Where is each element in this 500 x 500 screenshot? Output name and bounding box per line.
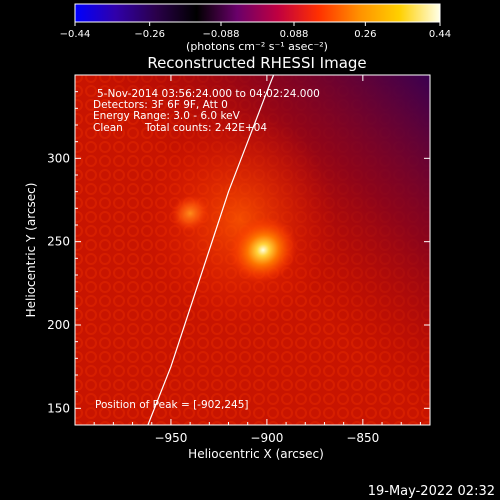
colorbar-ticks: −0.44 −0.26 −0.088 0.088 0.26 0.44 [60,22,451,40]
y-tick-label: 150 [47,401,70,415]
annotation-total-counts: Total counts: 2.42E+04 [144,122,267,134]
y-axis-label: Heliocentric Y (arcsec) [24,183,38,318]
colorbar-tick-label: 0.26 [354,29,376,40]
annotation-method: Clean [93,122,123,134]
colorbar-units: (photons cm⁻² s⁻¹ asec⁻²) [186,40,328,53]
annotation-energy: Energy Range: 3.0 - 6.0 keV [93,110,241,122]
colorbar-gradient [74,3,441,23]
colorbar: −0.44 −0.26 −0.088 0.088 0.26 0.44 (photons c… [60,3,451,53]
colorbar-tick-label: −0.26 [134,29,165,40]
source-main [228,216,298,284]
colorbar-tick-label: 0.44 [429,29,451,40]
y-tick-label: 200 [47,318,70,332]
x-axis-ticks: −950 −900 −850 [93,75,421,445]
source-secondary [170,194,210,232]
plot-area: −950 −900 −850 150 200 250 300 [47,74,431,445]
y-tick-label: 300 [47,151,70,165]
timestamp: 19-May-2022 02:32 [368,484,495,499]
y-tick-label: 250 [47,235,70,249]
x-tick-label: −850 [346,431,379,445]
annotation-time-range: 5-Nov-2014 03:56:24.000 to 04:02:24.000 [97,88,320,100]
annotation-detectors: Detectors: 3F 6F 9F, Att 0 [93,99,228,111]
colorbar-tick-label: 0.088 [280,29,309,40]
plot-frame [74,74,431,426]
x-tick-label: −900 [250,431,283,445]
annotation-peak-position: Position of Peak = [-902,245] [95,399,249,411]
heatmap-glow [145,110,335,330]
solar-limb-line [147,75,275,425]
heatmap-sources [170,194,298,284]
y-axis-ticks: 150 200 250 300 [47,91,430,415]
colorbar-tick-label: −0.44 [60,29,91,40]
colorbar-tick-label: −0.088 [202,29,239,40]
x-tick-label: −950 [154,431,187,445]
image-annotations: 5-Nov-2014 03:56:24.000 to 04:02:24.000 … [93,88,320,411]
chart-title: Reconstructed RHESSI Image [147,54,366,72]
x-axis-label: Heliocentric X (arcsec) [188,447,324,461]
